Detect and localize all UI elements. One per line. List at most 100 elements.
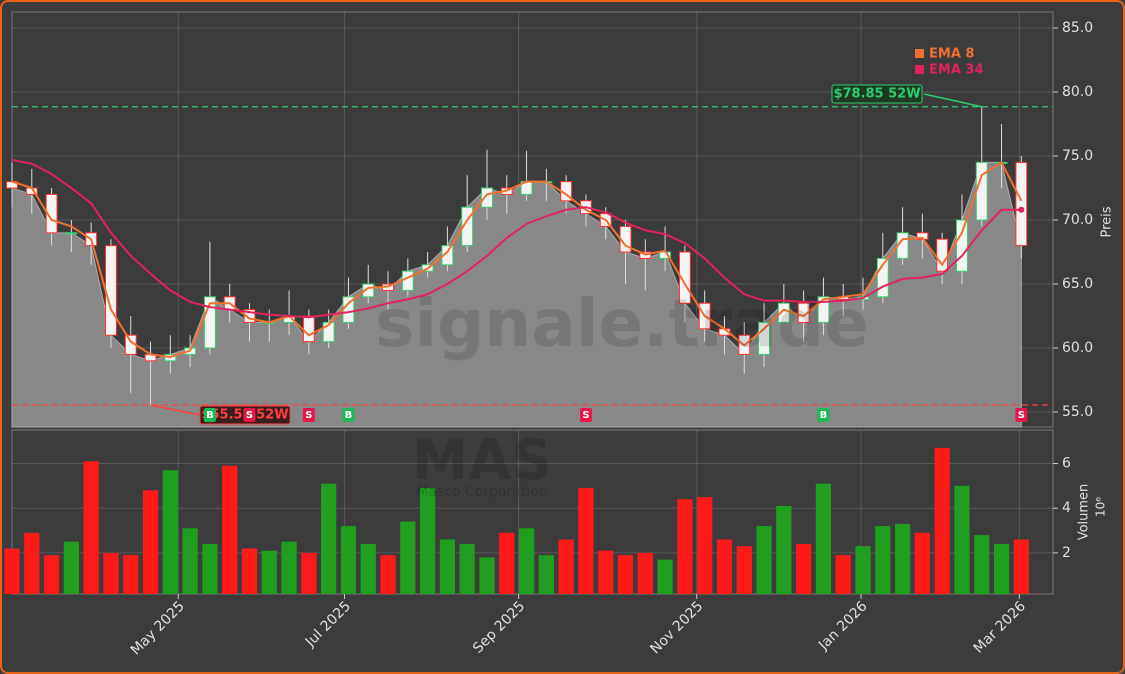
candle-body (203, 296, 216, 349)
volume-bar (340, 526, 357, 594)
signal-box (302, 408, 315, 422)
signal-label: S (246, 410, 253, 421)
volume-multiplier: 10⁶ (1094, 497, 1108, 517)
candle-body (876, 257, 889, 298)
legend-label: EMA 34 (929, 63, 984, 78)
52w-arrow (923, 93, 982, 108)
volume-bar (499, 532, 515, 594)
ema-line (11, 160, 1023, 359)
x-tick-label: Nov 2025 (647, 598, 706, 657)
volume-bar (598, 550, 614, 594)
candle-body (817, 296, 830, 323)
volume-bar (677, 499, 693, 594)
volume-bar (162, 470, 178, 594)
52w-arrow (150, 404, 201, 416)
volume-bar (855, 546, 871, 594)
candle-body (777, 302, 790, 323)
signal-label: S (305, 410, 312, 421)
volume-bar (914, 532, 930, 594)
volume-bar (222, 465, 238, 594)
signal-box (817, 408, 830, 422)
candle-body (65, 232, 78, 235)
volume-bar (479, 557, 495, 594)
signal-box (579, 408, 592, 422)
volume-bar (63, 541, 79, 594)
volume-axis-label: Volumen (1077, 484, 1092, 541)
volume-bar (875, 526, 891, 594)
volume-bar (518, 528, 535, 594)
volume-bar (281, 541, 297, 594)
candle-body (302, 315, 315, 343)
volume-bar (123, 555, 139, 594)
volume-bar (400, 521, 416, 594)
candle-body (481, 187, 493, 208)
y-tick-label: 65.0 (1062, 276, 1093, 292)
candle-body (105, 245, 117, 336)
volume-bar (736, 546, 752, 594)
candle-body (461, 206, 474, 247)
signal-label: B (206, 410, 214, 421)
candle-body (322, 321, 335, 343)
volume-bar (538, 555, 554, 594)
candle-body (975, 161, 988, 221)
volume-bar (103, 552, 119, 594)
legend-swatch (915, 65, 924, 74)
volume-bar (241, 548, 258, 594)
volume-bar (419, 488, 436, 594)
volume-bar (934, 447, 950, 594)
x-tick-label: Sep 2025 (470, 598, 528, 656)
volume-bar (261, 550, 277, 594)
candle-body (1015, 161, 1028, 247)
x-tick-label: Jan 2026 (815, 598, 871, 654)
y-tick-label: 75.0 (1062, 148, 1093, 164)
volume-bar (202, 543, 218, 594)
volume-bar (697, 497, 713, 594)
y-axis-label: Preis (1100, 206, 1115, 237)
signal-label: B (820, 410, 828, 421)
x-tick-label: Jul 2025 (302, 598, 354, 650)
volume-bar (182, 528, 198, 594)
y-tick-label: 2 (1062, 545, 1071, 561)
signal-box (243, 408, 256, 422)
candle-body (45, 193, 58, 234)
candle-body (441, 245, 454, 266)
candle-body (758, 321, 770, 355)
volume-bar (993, 543, 1010, 594)
candle-body (362, 283, 375, 298)
volume-bar (716, 539, 733, 594)
y-tick-label: 80.0 (1062, 84, 1093, 100)
52w-label: $78.85 52W (833, 87, 920, 102)
volume-bar (4, 548, 20, 594)
volume-bar (835, 555, 851, 594)
volume-bar (1013, 539, 1029, 594)
signal-label: S (1018, 410, 1025, 421)
company-watermark: Masco Corporation (416, 484, 547, 500)
volume-bar (974, 535, 990, 594)
candle-body (956, 219, 968, 272)
y-tick-label: 60.0 (1062, 340, 1093, 356)
legend-label: EMA 8 (929, 47, 974, 62)
y-tick-label: 4 (1062, 500, 1071, 516)
watermark: signale.trade (375, 285, 869, 362)
volume-bar (360, 543, 376, 594)
candle-body (243, 309, 256, 323)
volume-bar (796, 543, 812, 594)
y-tick-label: 85.0 (1062, 20, 1093, 36)
52w-box (831, 84, 923, 104)
volume-bar (954, 485, 970, 594)
y-tick-label: 55.0 (1062, 404, 1093, 420)
ticker-watermark: MAS (412, 428, 551, 493)
volume-bar (637, 552, 653, 594)
ema-end (1018, 206, 1025, 213)
volume-bar (756, 526, 772, 594)
volume-bar (776, 505, 792, 594)
ema-line (11, 158, 1022, 319)
signal-box (342, 408, 355, 422)
volume-bar (24, 532, 40, 594)
legend-swatch (915, 49, 924, 58)
signal-box (1015, 408, 1028, 422)
volume-bar (380, 555, 396, 594)
signal-box (203, 408, 216, 422)
volume-bar (142, 490, 159, 594)
volume-bar (558, 539, 574, 594)
